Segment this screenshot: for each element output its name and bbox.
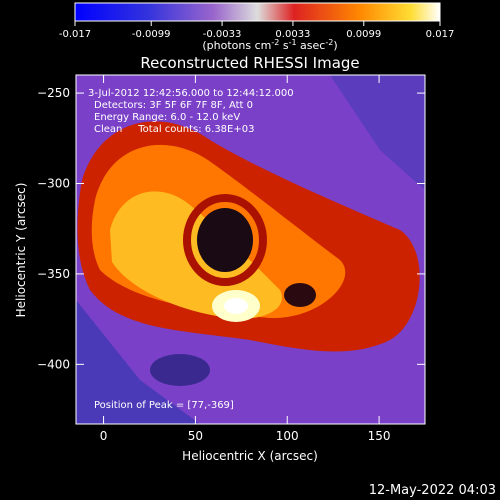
x-tick-label: 50 [188, 429, 203, 443]
x-tick-label: 100 [276, 429, 299, 443]
colorbar-ticks: -0.017 -0.0099 -0.0033 0.0033 0.0099 0.017 [59, 21, 454, 40]
x-tick-label: 0 [100, 429, 108, 443]
colorbar-tick-label: 0.0099 [346, 29, 381, 40]
colorbar-tick-label: -0.017 [59, 29, 91, 40]
annotation-time: 3-Jul-2012 12:42:56.000 to 12:44:12.000 [88, 88, 294, 99]
colorbar-unit: (photons cm-2 s-1 asec-2) [202, 38, 337, 52]
dark-spot-right [284, 283, 316, 307]
y-axis-label: Heliocentric Y (arcsec) [14, 183, 28, 318]
annotation-detectors: Detectors: 3F 5F 6F 7F 8F, Att 0 [94, 100, 253, 111]
annotation-energy: Energy Range: 6.0 - 12.0 keV [94, 112, 240, 123]
y-tick-label: −250 [37, 86, 70, 100]
peak-position-label: Position of Peak = [77,-369] [94, 400, 234, 411]
y-tick-label: −300 [37, 176, 70, 190]
x-axis-label: Heliocentric X (arcsec) [182, 449, 318, 463]
peak-core [224, 298, 248, 314]
colorbar-tick-label: -0.0099 [132, 29, 171, 40]
y-tick-label: −400 [37, 357, 70, 371]
annotation-clean: Clean Total counts: 6.38E+03 [94, 124, 254, 135]
colorbar-tick-label: 0.017 [426, 29, 455, 40]
colorbar-gradient [75, 3, 440, 21]
y-tick-label: −350 [37, 267, 70, 281]
dark-spot-lower [150, 354, 210, 386]
x-tick-label: 150 [368, 429, 391, 443]
dark-hole [197, 208, 253, 272]
colorbar: -0.017 -0.0099 -0.0033 0.0033 0.0099 0.017 (p… [59, 3, 454, 52]
footer-date: 12-May-2022 04:03 [369, 483, 496, 498]
chart-title: Reconstructed RHESSI Image [140, 54, 359, 72]
